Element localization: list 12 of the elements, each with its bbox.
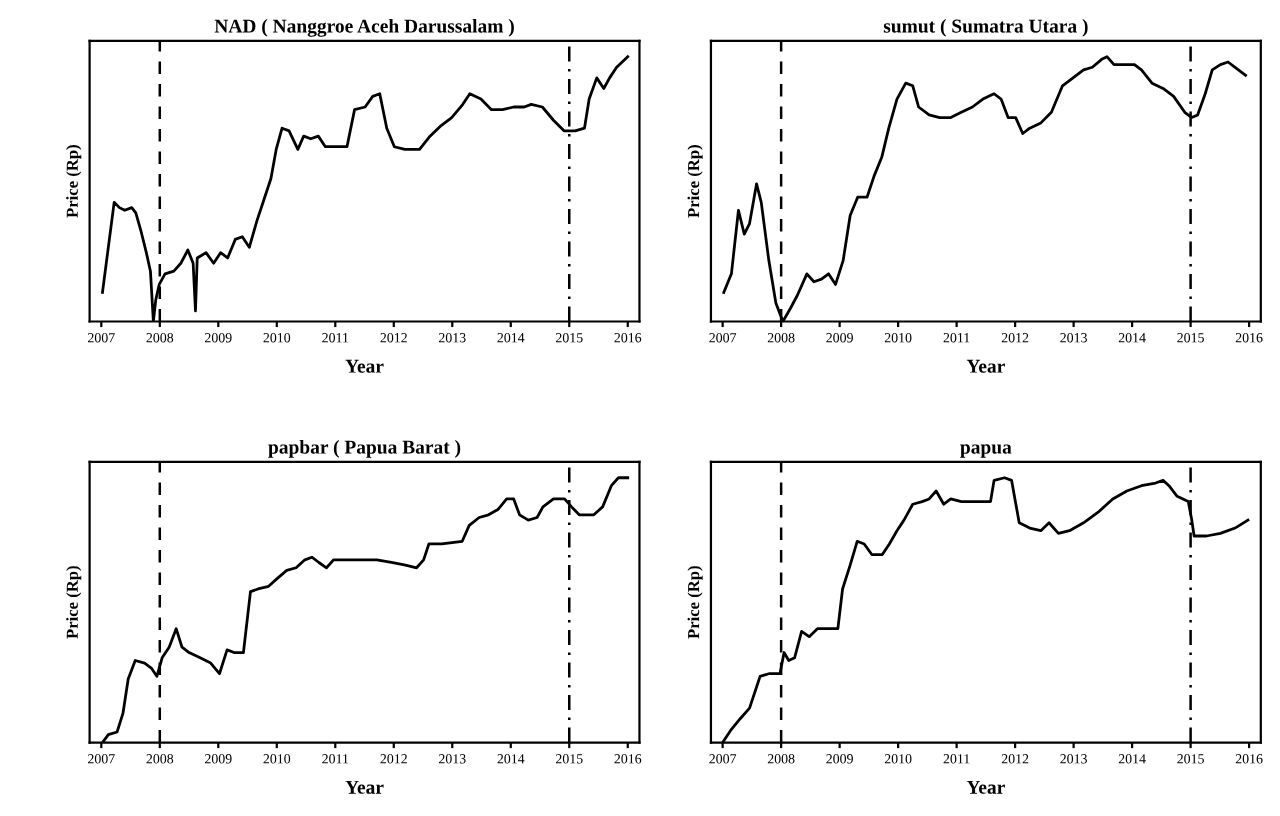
chart-title: papua	[960, 444, 1012, 458]
y-axis-title: Price (Rp)	[66, 566, 82, 639]
x-axis-title: Year	[345, 359, 384, 373]
x-axis-title: Year	[966, 359, 1005, 373]
chart-title: sumut ( Sumatra Utara )	[883, 18, 1088, 37]
y-axis-title: Price (Rp)	[687, 566, 703, 639]
chart-title: papbar ( Papua Barat )	[268, 440, 461, 458]
x-axis-title: Year	[345, 780, 384, 794]
chart-title: NAD ( Nanggroe Aceh Darussalam )	[214, 18, 514, 37]
y-axis-title: Price (Rp)	[687, 145, 703, 218]
y-axis-title: Price (Rp)	[66, 145, 82, 218]
x-axis-title: Year	[966, 780, 1005, 794]
